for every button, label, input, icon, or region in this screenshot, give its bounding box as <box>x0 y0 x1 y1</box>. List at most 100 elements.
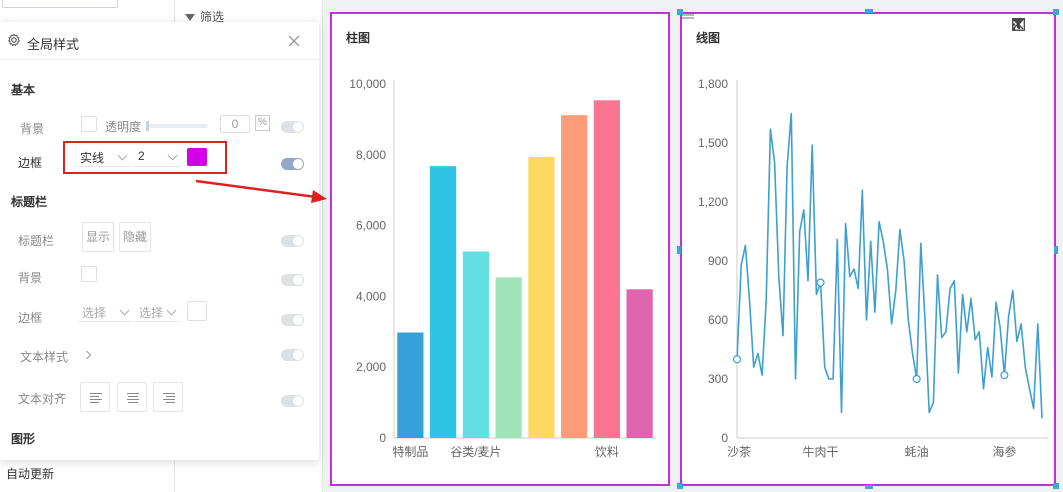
y-tick-label: 1,500 <box>698 136 728 150</box>
drag-handle-icon[interactable] <box>682 14 694 20</box>
title-bar-background-toggle[interactable] <box>281 274 304 286</box>
border-toggle[interactable] <box>281 158 304 170</box>
title-border-color-swatch[interactable] <box>187 301 207 321</box>
bar-6 <box>593 100 620 438</box>
resize-handle-top-right[interactable] <box>1053 9 1059 15</box>
opacity-slider-knob[interactable] <box>146 121 149 131</box>
filter-label: 筛选 <box>200 10 225 24</box>
y-tick-label: 4,000 <box>356 289 386 303</box>
y-tick-label: 10,000 <box>349 77 386 91</box>
title-bar-border-toggle[interactable] <box>281 314 304 326</box>
x-tick-label: 海参 <box>992 444 1016 459</box>
bar-0 <box>397 332 424 438</box>
border-width-select[interactable]: 2 <box>134 145 180 167</box>
background-checkbox[interactable] <box>81 116 97 132</box>
resize-handle-bottom-right[interactable] <box>1053 483 1059 489</box>
border-color-swatch[interactable] <box>187 148 207 166</box>
highlight-box <box>63 141 227 174</box>
y-tick-label: 1,200 <box>698 195 728 209</box>
chevron-right-icon[interactable] <box>82 350 92 360</box>
x-tick-label: 沙茶 <box>727 444 751 459</box>
line-chart-title: 线图 <box>696 31 721 45</box>
series-point <box>816 278 825 287</box>
x-tick-label: 特制品 <box>392 444 428 459</box>
panel-title: 全局样式 <box>27 37 80 52</box>
bar-chart: 0 2,000 4,000 6,000 8,000 10,000 特制品 谷类/麦片 饮料 <box>349 77 656 459</box>
gear-icon <box>8 33 20 46</box>
close-icon[interactable] <box>288 35 300 47</box>
title-bar-toggle[interactable] <box>281 235 304 247</box>
y-tick-label: 300 <box>708 372 728 386</box>
y-tick-label: 1,800 <box>698 77 728 91</box>
align-left-button[interactable] <box>80 382 110 412</box>
card-toolbar <box>1012 18 1046 34</box>
y-tick-label: 0 <box>379 431 386 445</box>
resize-handle-bottom[interactable] <box>865 485 873 489</box>
line-chart-card[interactable]: 线图 0 300 600 900 1,200 1,500 1,800 沙茶 牛肉干 蚝油 海参 <box>680 12 1056 486</box>
resize-handle-right[interactable] <box>1054 246 1058 254</box>
title-border-style-select[interactable]: 选择 <box>78 300 132 322</box>
global-style-panel: 全局样式 基本 背景 透明度 0 % 边框 实线 2 标题栏 标题栏 显示 隐藏… <box>0 22 319 460</box>
title-border-style-placeholder: 选择 <box>82 306 107 320</box>
text-align-toggle[interactable] <box>281 395 304 407</box>
title-bar-background-label: 背景 <box>18 271 43 285</box>
annotation-arrow-icon <box>195 179 327 203</box>
bar-chart-title: 柱图 <box>346 31 371 45</box>
x-tick-label: 蚝油 <box>905 445 929 459</box>
opacity-slider[interactable] <box>146 121 208 131</box>
section-graphic: 图形 <box>11 432 36 446</box>
x-tick-label: 谷类/麦片 <box>450 445 501 459</box>
y-tick-label: 2,000 <box>356 360 386 374</box>
filter-header[interactable]: 筛选 <box>185 8 224 25</box>
auto-update-label[interactable]: 自动更新 <box>6 467 55 481</box>
y-tick-label: 900 <box>708 254 728 268</box>
bar-4 <box>528 156 555 438</box>
border-width-value: 2 <box>138 149 145 163</box>
y-tick-label: 8,000 <box>356 148 386 162</box>
text-style-toggle[interactable] <box>281 349 304 361</box>
show-button[interactable]: 显示 <box>82 222 114 252</box>
opacity-input[interactable]: 0 <box>220 115 250 133</box>
hide-button[interactable]: 隐藏 <box>119 222 151 252</box>
section-basic: 基本 <box>11 83 36 97</box>
chevron-down-icon <box>166 305 177 316</box>
background-label: 背景 <box>20 122 45 136</box>
align-right-button[interactable] <box>153 382 183 412</box>
series-point <box>1000 370 1009 380</box>
y-tick-label: 6,000 <box>356 219 386 233</box>
opacity-unit: % <box>255 115 270 131</box>
title-bar-background-checkbox[interactable] <box>81 266 97 282</box>
panel-header: 全局样式 <box>0 22 319 60</box>
bar-5 <box>561 115 588 438</box>
border-label: 边框 <box>18 156 43 170</box>
bar-1 <box>430 166 457 439</box>
x-tick-label: 牛肉干 <box>803 444 839 459</box>
title-bar-label: 标题栏 <box>18 234 55 248</box>
bar-3 <box>495 277 522 438</box>
text-style-label: 文本样式 <box>20 350 69 364</box>
line-chart: 0 300 600 900 1,200 1,500 1,800 沙茶 牛肉干 蚝油 海参 <box>698 77 1048 459</box>
y-tick-label: 600 <box>708 313 728 327</box>
background-toggle[interactable] <box>281 121 304 133</box>
filter-triangle-icon <box>185 14 195 22</box>
section-title-bar: 标题栏 <box>11 195 48 209</box>
chevron-down-icon <box>119 305 130 316</box>
series-line <box>736 112 1043 419</box>
bar-7 <box>626 289 653 438</box>
resize-handle-bottom-left[interactable] <box>677 483 683 489</box>
resize-handle-top[interactable] <box>865 9 873 13</box>
title-border-width-select[interactable]: 选择 <box>135 300 179 322</box>
left-top-input[interactable] <box>2 0 118 8</box>
border-style-value: 实线 <box>80 151 105 165</box>
text-align-label: 文本对齐 <box>18 392 67 406</box>
series-point <box>732 355 742 364</box>
title-bar-border-label: 边框 <box>18 311 43 325</box>
opacity-label: 透明度 <box>105 120 142 134</box>
bar-chart-card[interactable]: 柱图 0 2,000 4,000 6,000 8,000 10,000 特制品 谷类/麦片 饮料 <box>330 12 670 486</box>
border-style-select[interactable]: 实线 <box>76 145 130 167</box>
align-center-button[interactable] <box>117 382 147 412</box>
x-tick-label: 饮料 <box>595 445 619 459</box>
resize-handle-left[interactable] <box>677 246 681 254</box>
series-point <box>912 374 921 384</box>
resize-handle-top-left[interactable] <box>677 9 683 15</box>
